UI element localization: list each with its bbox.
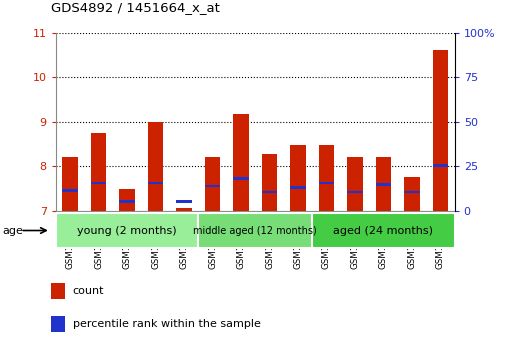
- Bar: [375, 183, 391, 186]
- Text: GSM1230358: GSM1230358: [265, 211, 274, 269]
- Bar: [91, 133, 107, 211]
- Bar: [375, 157, 391, 211]
- Bar: [404, 191, 420, 193]
- Bar: [205, 157, 220, 211]
- Text: young (2 months): young (2 months): [77, 225, 177, 236]
- Bar: [319, 182, 334, 184]
- Bar: [198, 212, 312, 248]
- Bar: [347, 191, 363, 193]
- Bar: [119, 189, 135, 211]
- Text: GDS4892 / 1451664_x_at: GDS4892 / 1451664_x_at: [51, 1, 219, 15]
- Bar: [404, 177, 420, 211]
- Text: middle aged (12 months): middle aged (12 months): [194, 225, 317, 236]
- Bar: [290, 186, 306, 189]
- Bar: [176, 208, 192, 211]
- Text: GSM1230357: GSM1230357: [237, 211, 245, 269]
- Text: GSM1230363: GSM1230363: [407, 211, 417, 269]
- Text: GSM1230356: GSM1230356: [208, 211, 217, 269]
- Text: GSM1230364: GSM1230364: [436, 211, 445, 269]
- Bar: [262, 154, 277, 211]
- Bar: [176, 200, 192, 203]
- Text: age: age: [3, 225, 23, 236]
- Bar: [233, 177, 249, 180]
- Text: GSM1230360: GSM1230360: [322, 211, 331, 269]
- Bar: [56, 212, 198, 248]
- Bar: [62, 189, 78, 192]
- Bar: [433, 164, 448, 167]
- Bar: [51, 315, 65, 332]
- Text: count: count: [73, 286, 104, 295]
- Bar: [433, 50, 448, 211]
- Text: aged (24 months): aged (24 months): [333, 225, 433, 236]
- Bar: [233, 114, 249, 211]
- Bar: [62, 157, 78, 211]
- Text: GSM1230359: GSM1230359: [294, 211, 302, 269]
- Text: GSM1230355: GSM1230355: [179, 211, 188, 269]
- Bar: [290, 145, 306, 211]
- Bar: [51, 282, 65, 299]
- Text: GSM1230352: GSM1230352: [94, 211, 103, 269]
- Bar: [262, 191, 277, 193]
- Text: GSM1230353: GSM1230353: [122, 211, 132, 269]
- Text: GSM1230354: GSM1230354: [151, 211, 160, 269]
- Bar: [119, 200, 135, 203]
- Text: GSM1230361: GSM1230361: [351, 211, 360, 269]
- Text: percentile rank within the sample: percentile rank within the sample: [73, 319, 261, 329]
- Bar: [148, 182, 164, 184]
- Text: GSM1230351: GSM1230351: [66, 211, 75, 269]
- Bar: [347, 157, 363, 211]
- Text: GSM1230362: GSM1230362: [379, 211, 388, 269]
- Bar: [319, 145, 334, 211]
- Bar: [148, 122, 164, 211]
- Bar: [312, 212, 455, 248]
- Bar: [91, 182, 107, 184]
- Bar: [205, 185, 220, 187]
